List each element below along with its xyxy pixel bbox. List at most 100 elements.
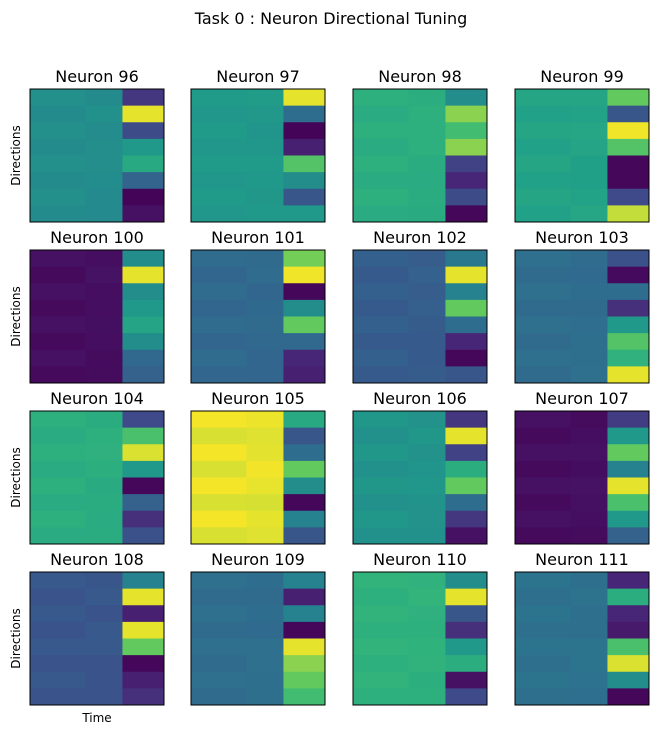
heatmap-cell-stimulus bbox=[445, 188, 487, 206]
heatmap-cell-late-pre bbox=[408, 283, 446, 301]
heatmap-cell-stimulus bbox=[445, 250, 487, 268]
heatmap-cell-stimulus bbox=[607, 671, 649, 689]
heatmap-cell-late-pre bbox=[570, 527, 608, 545]
heatmap-cell-stimulus bbox=[283, 299, 325, 318]
heatmap-cell-stimulus bbox=[122, 527, 164, 545]
heatmap-cell-late-pre bbox=[408, 605, 446, 623]
heatmap-cell-late-pre bbox=[570, 155, 608, 173]
heatmap-cell-stimulus bbox=[122, 349, 164, 367]
heatmap-panel: Neuron 111 bbox=[514, 550, 650, 706]
heatmap-cell-stimulus bbox=[122, 621, 164, 640]
heatmap-cell-late-pre bbox=[408, 572, 446, 590]
heatmap-cell-late-pre bbox=[85, 671, 123, 689]
panel-title: Neuron 110 bbox=[373, 550, 467, 569]
heatmap-cell-stimulus bbox=[122, 89, 164, 107]
heatmap-cell-stimulus bbox=[445, 138, 487, 157]
heatmap-cell-late-pre bbox=[408, 155, 446, 173]
heatmap-cell-stimulus bbox=[445, 283, 487, 301]
panel-title: Neuron 99 bbox=[540, 67, 624, 86]
heatmap-cell-stimulus bbox=[445, 494, 487, 512]
panel-frame bbox=[514, 249, 650, 384]
heatmap-cell-stimulus bbox=[122, 655, 164, 673]
heatmap-cell-late-pre bbox=[246, 172, 284, 190]
heatmap-cell-stimulus bbox=[122, 494, 164, 512]
heatmap-cell-late-pre bbox=[85, 366, 123, 384]
heatmap-cell-late-pre bbox=[408, 89, 446, 107]
heatmap-cell-stimulus bbox=[283, 316, 325, 334]
heatmap-cell-stimulus bbox=[122, 588, 164, 606]
heatmap-cell-stimulus bbox=[283, 477, 325, 495]
heatmap-cell-late-pre bbox=[246, 494, 284, 512]
heatmap-cell-late-pre bbox=[408, 205, 446, 223]
heatmap-cell-late-pre bbox=[246, 299, 284, 318]
heatmap-cell-late-pre bbox=[570, 138, 608, 157]
heatmap-cell-stimulus bbox=[445, 172, 487, 190]
heatmap-cell-stimulus bbox=[283, 366, 325, 384]
heatmap-cell-stimulus bbox=[445, 105, 487, 123]
heatmap-cell-stimulus bbox=[122, 155, 164, 173]
heatmap-cell-late-pre bbox=[408, 638, 446, 656]
heatmap-panel: Neuron 107 bbox=[514, 389, 650, 545]
heatmap-cell-stimulus bbox=[607, 138, 649, 157]
heatmap-cell-late-pre bbox=[246, 155, 284, 173]
y-axis-label: Directions bbox=[9, 447, 23, 507]
heatmap-cell-late-pre bbox=[246, 605, 284, 623]
heatmap-cell-stimulus bbox=[122, 444, 164, 462]
heatmap-panel: Neuron 105 bbox=[190, 389, 326, 545]
heatmap-cell-stimulus bbox=[607, 172, 649, 190]
heatmap-cell-late-pre bbox=[85, 266, 123, 284]
y-axis-label: Directions bbox=[9, 125, 23, 185]
heatmap-cell-late-pre bbox=[408, 122, 446, 140]
heatmap-cell-late-pre bbox=[85, 411, 123, 429]
heatmap-cell-late-pre bbox=[408, 105, 446, 123]
heatmap-cell-stimulus bbox=[122, 605, 164, 623]
heatmap-cell-late-pre bbox=[246, 349, 284, 367]
heatmap-cell-late-pre bbox=[408, 621, 446, 640]
heatmap-cell-stimulus bbox=[445, 299, 487, 318]
heatmap-cell-late-pre bbox=[570, 349, 608, 367]
heatmap-cell-late-pre bbox=[408, 655, 446, 673]
heatmap-cell-stimulus bbox=[445, 316, 487, 334]
heatmap-cell-late-pre bbox=[246, 316, 284, 334]
heatmap-cell-stimulus bbox=[445, 510, 487, 528]
panel-frame bbox=[29, 249, 165, 384]
heatmap-cell-stimulus bbox=[283, 266, 325, 284]
figure-title: Task 0 : Neuron Directional Tuning bbox=[194, 9, 468, 28]
heatmap-cell-late-pre bbox=[85, 105, 123, 123]
heatmap-cell-late-pre bbox=[85, 172, 123, 190]
heatmap-cell-late-pre bbox=[246, 283, 284, 301]
panel-frame bbox=[190, 410, 326, 545]
heatmap-cell-late-pre bbox=[570, 621, 608, 640]
heatmap-cell-late-pre bbox=[85, 638, 123, 656]
heatmap-cell-stimulus bbox=[445, 366, 487, 384]
heatmap-panel: Neuron 102 bbox=[352, 228, 488, 384]
heatmap-panel: Neuron 97 bbox=[190, 67, 326, 223]
heatmap-cell-late-pre bbox=[246, 333, 284, 351]
heatmap-panel: Neuron 99 bbox=[514, 67, 650, 223]
heatmap-cell-stimulus bbox=[283, 89, 325, 107]
heatmap-cell-stimulus bbox=[445, 588, 487, 606]
heatmap-cell-stimulus bbox=[607, 411, 649, 429]
heatmap-cell-stimulus bbox=[607, 527, 649, 545]
heatmap-cell-late-pre bbox=[85, 688, 123, 706]
heatmap-panel: Neuron 106 bbox=[352, 389, 488, 545]
heatmap-cell-late-pre bbox=[246, 671, 284, 689]
heatmap-cell-late-pre bbox=[570, 494, 608, 512]
heatmap-cell-late-pre bbox=[570, 366, 608, 384]
heatmap-cell-stimulus bbox=[283, 688, 325, 706]
heatmap-cell-late-pre bbox=[570, 266, 608, 284]
heatmap-panel: Neuron 109 bbox=[190, 550, 326, 706]
heatmap-cell-late-pre bbox=[570, 283, 608, 301]
panel-frame bbox=[190, 571, 326, 706]
heatmap-panel: Neuron 104 Directions bbox=[9, 389, 165, 545]
heatmap-cell-stimulus bbox=[122, 122, 164, 140]
heatmap-cell-stimulus bbox=[283, 205, 325, 223]
heatmap-cell-stimulus bbox=[445, 621, 487, 640]
heatmap-cell-late-pre bbox=[570, 299, 608, 318]
heatmap-cell-stimulus bbox=[122, 411, 164, 429]
panel-title: Neuron 101 bbox=[211, 228, 305, 247]
heatmap-cell-late-pre bbox=[408, 266, 446, 284]
panel-title: Neuron 106 bbox=[373, 389, 467, 408]
heatmap-cell-late-pre bbox=[85, 155, 123, 173]
heatmap-cell-late-pre bbox=[85, 444, 123, 462]
